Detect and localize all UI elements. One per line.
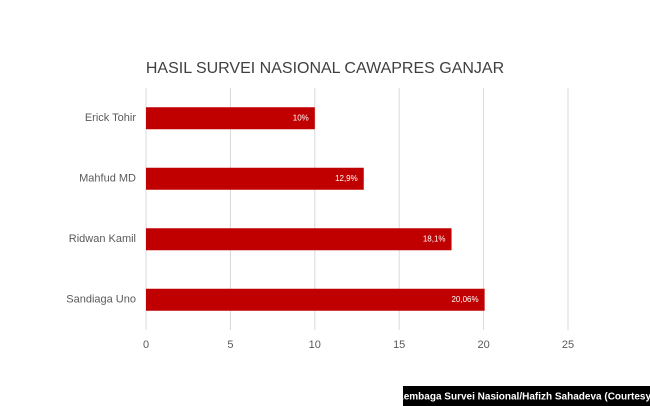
credit-box bbox=[403, 386, 650, 406]
value-label: 18,1% bbox=[423, 234, 446, 243]
x-tick-label: 0 bbox=[143, 339, 149, 351]
bar bbox=[146, 167, 364, 190]
y-tick-label: Erick Tohir bbox=[85, 112, 136, 124]
credit: Lembaga Survei Nasional/Hafizh Sahadeva … bbox=[398, 392, 650, 403]
y-tick-label: Sandiaga Uno bbox=[66, 294, 136, 306]
value-label: 20,06% bbox=[451, 295, 478, 304]
x-tick-label: 25 bbox=[562, 339, 574, 351]
bar bbox=[146, 228, 452, 251]
value-label: 12,9% bbox=[335, 174, 358, 183]
y-tick-label: Ridwan Kamil bbox=[69, 233, 136, 245]
bar bbox=[146, 288, 485, 311]
y-tick-label: Mahfud MD bbox=[79, 173, 136, 185]
value-label: 10% bbox=[293, 113, 309, 122]
bar bbox=[146, 107, 315, 130]
x-tick-label: 10 bbox=[309, 339, 321, 351]
x-tick-label: 5 bbox=[227, 339, 233, 351]
x-tick-label: 15 bbox=[393, 339, 405, 351]
x-tick-label: 20 bbox=[477, 339, 489, 351]
chart-title: HASIL SURVEI NASIONAL CAWAPRES GANJAR bbox=[146, 60, 504, 77]
